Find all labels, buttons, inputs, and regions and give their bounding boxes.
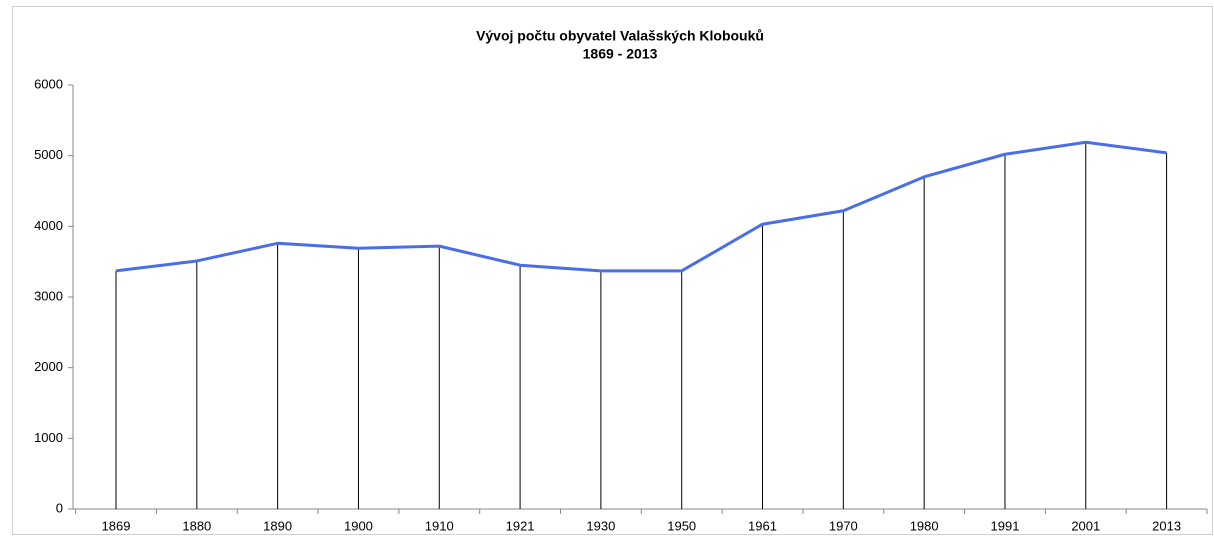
x-tick-label: 1930 bbox=[586, 518, 615, 533]
y-tick-label: 4000 bbox=[34, 218, 63, 233]
x-tick-label: 2001 bbox=[1071, 518, 1100, 533]
x-tick-label: 2013 bbox=[1152, 518, 1181, 533]
y-tick-label: 1000 bbox=[34, 430, 63, 445]
x-tick-label: 1921 bbox=[506, 518, 535, 533]
x-tick-label: 1869 bbox=[102, 518, 131, 533]
y-tick-label: 5000 bbox=[34, 147, 63, 162]
x-tick-label: 1910 bbox=[425, 518, 454, 533]
x-tick-label: 1970 bbox=[829, 518, 858, 533]
chart-subtitle: 1869 - 2013 bbox=[583, 46, 658, 62]
x-tick-label: 1961 bbox=[748, 518, 777, 533]
x-tick-label: 1980 bbox=[910, 518, 939, 533]
y-tick-label: 0 bbox=[56, 500, 63, 515]
y-tick-label: 3000 bbox=[34, 288, 63, 303]
x-tick-label: 1991 bbox=[991, 518, 1020, 533]
y-tick-label: 2000 bbox=[34, 359, 63, 374]
y-tick-label: 6000 bbox=[34, 76, 63, 91]
x-tick-label: 1900 bbox=[344, 518, 373, 533]
line-series bbox=[115, 140, 1167, 273]
chart-title: Vývoj počtu obyvatel Valašských Klobouků bbox=[476, 28, 764, 44]
x-tick-label: 1880 bbox=[182, 518, 211, 533]
x-tick-label: 1890 bbox=[263, 518, 292, 533]
x-tick-label: 1950 bbox=[667, 518, 696, 533]
